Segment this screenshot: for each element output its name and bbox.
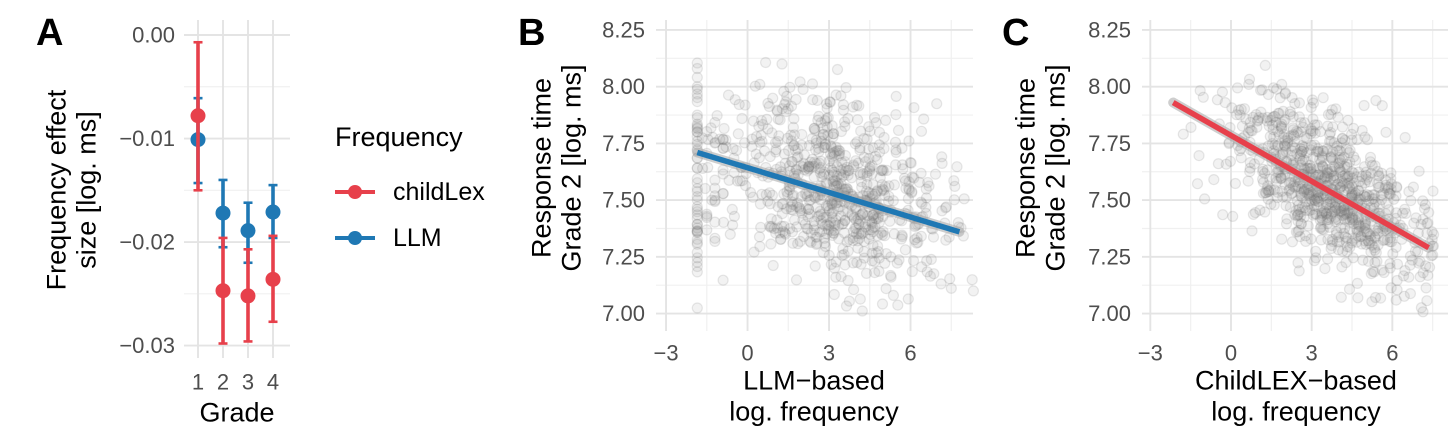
legend-item-llm: LLM [335, 223, 485, 252]
legend: Frequency childLex LLM [335, 122, 485, 252]
svg-text:0: 0 [1225, 341, 1237, 366]
legend-item-childlex-label: childLex [393, 177, 485, 206]
panel-c-x-axis-title: ChildLEX−based log. frequency [1195, 366, 1397, 429]
llm-pointrange-icon [335, 229, 375, 247]
panel-b-y-axis-title-line2: Grade 2 [log. ms] [556, 64, 586, 272]
svg-text:3: 3 [1306, 341, 1318, 366]
panel-b-y-axis-title-line1: Response time [526, 77, 557, 259]
legend-item-childlex: childLex [335, 177, 485, 206]
panel-a-letter: A [36, 12, 64, 54]
svg-text:7.00: 7.00 [1088, 301, 1131, 326]
svg-text:8.25: 8.25 [602, 17, 645, 42]
svg-text:1: 1 [192, 370, 204, 395]
svg-text:7.75: 7.75 [602, 131, 645, 156]
svg-text:6: 6 [904, 341, 916, 366]
svg-text:0: 0 [741, 341, 753, 366]
svg-text:7.50: 7.50 [1088, 188, 1131, 213]
svg-text:3: 3 [242, 370, 254, 395]
svg-text:6: 6 [1386, 341, 1398, 366]
svg-text:8.25: 8.25 [1088, 17, 1131, 42]
svg-text:0.00: 0.00 [132, 23, 175, 48]
panel-c-y-axis-title-line1: Response time [1010, 77, 1041, 259]
svg-text:7.75: 7.75 [1088, 131, 1131, 156]
panel-b-y-axis-title: Response time Grade 2 [log. ms] [526, 64, 586, 272]
panel-c-y-axis-title: Response time Grade 2 [log. ms] [1010, 64, 1070, 272]
svg-text:7.25: 7.25 [1088, 244, 1131, 269]
childlex-pointrange-icon [335, 183, 375, 201]
panel-a-y-axis-title-line2: size [log. ms] [71, 111, 101, 269]
svg-text:−0.01: −0.01 [119, 126, 175, 151]
svg-text:7.25: 7.25 [602, 244, 645, 269]
svg-text:2: 2 [217, 370, 229, 395]
panel-c-x-axis-title-line2: log. frequency [1211, 397, 1381, 427]
svg-text:7.00: 7.00 [602, 301, 645, 326]
panel-c-letter: C [1002, 12, 1030, 54]
legend-item-llm-label: LLM [393, 223, 442, 252]
svg-text:8.00: 8.00 [602, 74, 645, 99]
panel-a-y-axis-title-line1: Frequency effect [41, 89, 72, 291]
svg-text:7.50: 7.50 [602, 188, 645, 213]
svg-text:−0.03: −0.03 [119, 333, 175, 358]
svg-text:−3: −3 [1138, 341, 1163, 366]
svg-text:−0.02: −0.02 [119, 230, 175, 255]
panel-b-x-axis-title: LLM−based log. frequency [729, 366, 899, 429]
panel-b-x-axis-title-line1: LLM−based [743, 365, 885, 396]
legend-title: Frequency [335, 122, 463, 152]
panel-c-x-axis-title-line1: ChildLEX−based [1195, 365, 1397, 396]
svg-text:4: 4 [267, 370, 279, 395]
panel-b-x-axis-title-line2: log. frequency [729, 397, 899, 427]
panel-a-y-axis-title: Frequency effect size [log. ms] [41, 89, 101, 291]
panel-b-letter: B [518, 12, 546, 54]
svg-text:3: 3 [823, 341, 835, 366]
svg-text:8.00: 8.00 [1088, 74, 1131, 99]
svg-text:−3: −3 [654, 341, 679, 366]
panel-a-x-axis-title: Grade [199, 397, 275, 428]
panel-c-y-axis-title-line2: Grade 2 [log. ms] [1040, 64, 1070, 272]
